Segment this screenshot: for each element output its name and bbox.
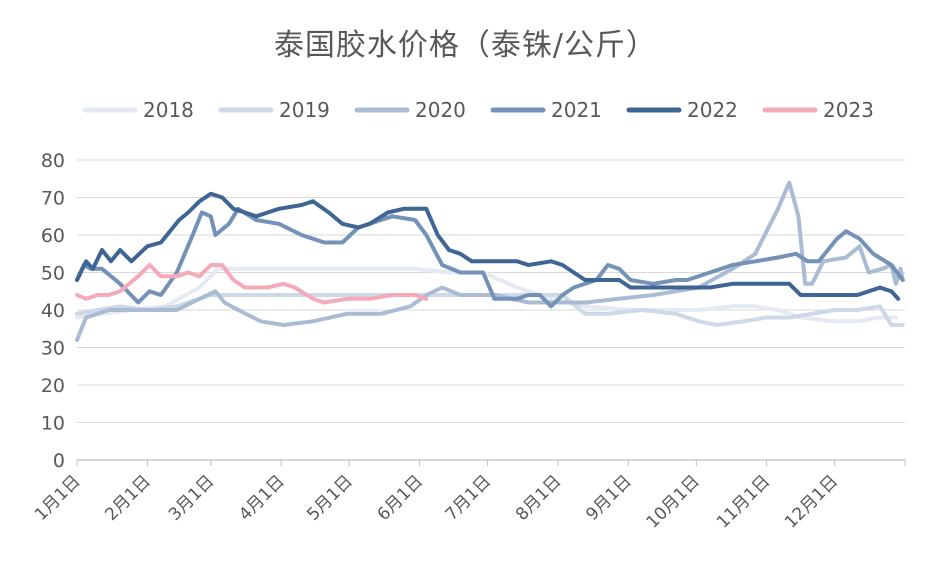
legend-label-2018: 2018	[143, 98, 194, 122]
axes: 0 10 20 30 40 50 60 70 80 1月1日 2月1日 3月1日 4月1日 5月1日 6月1…	[31, 150, 906, 533]
x-tick-label: 9月1日	[582, 471, 635, 524]
x-tick-label: 12月1日	[781, 471, 842, 532]
legend: 2018 2019 2020 2021 2022 2023	[82, 98, 874, 122]
y-tick-label: 10	[41, 413, 65, 435]
y-tick-label: 20	[41, 375, 65, 397]
series-line-2023	[75, 263, 429, 305]
y-tick-label: 30	[41, 338, 65, 360]
legend-label-2021: 2021	[551, 98, 602, 122]
x-tick-label: 5月1日	[303, 471, 356, 524]
x-tick-label: 3月1日	[165, 471, 218, 524]
y-tick-label: 70	[41, 188, 65, 210]
series-line-2020	[75, 180, 905, 342]
x-tick-label: 6月1日	[374, 471, 427, 524]
x-tick-label: 2月1日	[101, 471, 154, 524]
legend-label-2020: 2020	[415, 98, 466, 122]
x-tick-label: 11月1日	[713, 471, 774, 532]
y-tick-label: 50	[41, 263, 65, 285]
y-tick-label: 80	[41, 150, 65, 172]
y-tick-label: 60	[41, 225, 65, 247]
x-tick-label: 10月1日	[643, 471, 704, 532]
series-line-2021	[75, 206, 905, 309]
x-tick-label: 7月1日	[442, 471, 495, 524]
y-tick-label: 0	[53, 450, 65, 472]
x-tick-label: 8月1日	[512, 471, 565, 524]
legend-label-2022: 2022	[687, 98, 738, 122]
x-tick-label: 4月1日	[235, 471, 288, 524]
series-lines	[75, 180, 905, 342]
legend-label-2019: 2019	[279, 98, 330, 122]
x-tick-label: 1月1日	[31, 471, 84, 524]
legend-label-2023: 2023	[823, 98, 874, 122]
y-tick-label: 40	[41, 300, 65, 322]
series-line-2022	[75, 191, 901, 301]
chart-title: 泰国胶水价格（泰铢/公斤）	[273, 28, 658, 63]
